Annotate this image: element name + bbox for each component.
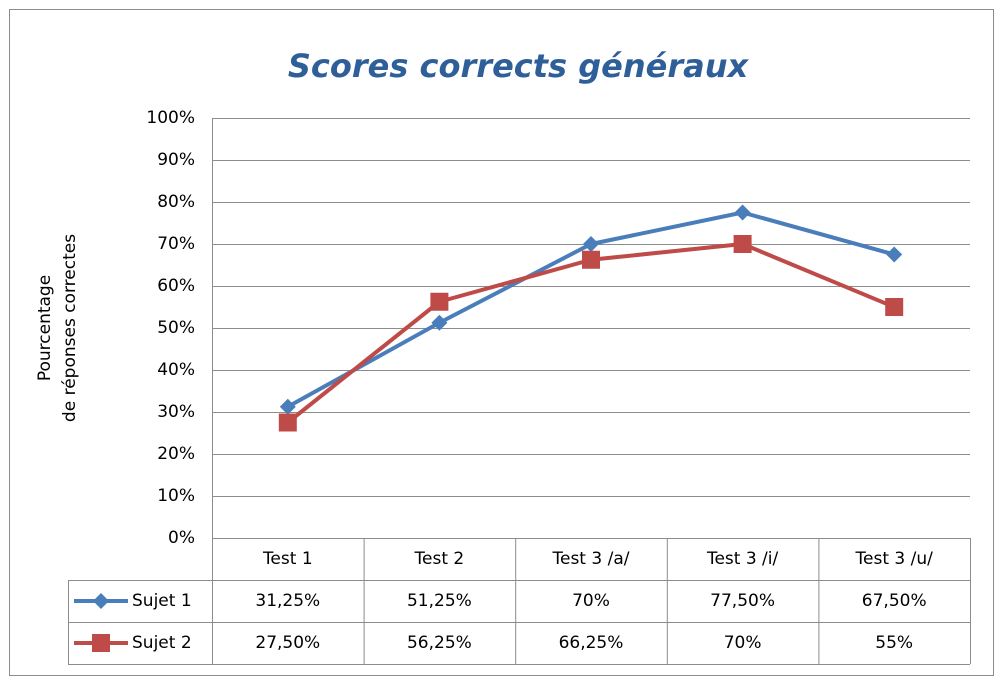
chart-title: Scores corrects généraux	[288, 47, 750, 85]
marker	[885, 298, 904, 316]
y-tick-label: 50%	[157, 318, 195, 338]
y-tick-label: 70%	[157, 234, 195, 254]
legend-label: Sujet 2	[132, 633, 192, 653]
marker	[582, 250, 600, 269]
y-tick-label: 90%	[157, 150, 195, 170]
y-tick-label: 40%	[157, 360, 195, 380]
table-cell: 66,25%	[559, 633, 624, 653]
table-cell: 27,50%	[255, 633, 320, 653]
table-cell: 70%	[724, 633, 762, 653]
y-axis-label: Pourcentage	[35, 275, 55, 381]
table-cell: 51,25%	[407, 591, 472, 611]
table-cell: 77,50%	[710, 591, 775, 611]
y-tick-label: 20%	[157, 444, 195, 464]
x-tick-label: Test 3 /i/	[706, 549, 779, 569]
marker	[583, 236, 599, 252]
x-tick-label: Test 1	[262, 549, 313, 569]
table-cell: 55%	[875, 633, 913, 653]
x-tick-label: Test 2	[414, 549, 465, 569]
y-tick-label: 100%	[146, 108, 195, 128]
legend-marker	[93, 593, 109, 609]
y-tick-label: 80%	[157, 192, 195, 212]
marker	[278, 413, 297, 432]
x-tick-label: Test 3 /u/	[855, 549, 934, 569]
y-tick-label: 0%	[168, 528, 195, 548]
legend-label: Sujet 1	[132, 591, 192, 611]
table-cell: 31,25%	[255, 591, 320, 611]
y-tick-label: 30%	[157, 402, 195, 422]
marker	[733, 235, 752, 253]
marker	[734, 204, 751, 221]
x-tick-label: Test 3 /a/	[552, 549, 630, 569]
chart-border	[9, 9, 994, 676]
marker	[430, 292, 449, 311]
table-cell: 70%	[572, 591, 610, 611]
y-tick-label: 60%	[157, 276, 195, 296]
table-cell: 67,50%	[862, 591, 927, 611]
table-cell: 56,25%	[407, 633, 472, 653]
marker	[886, 246, 903, 263]
marker	[279, 398, 296, 415]
y-axis-label: de réponses correctes	[60, 234, 80, 422]
legend-marker	[92, 634, 110, 652]
y-tick-label: 10%	[157, 486, 195, 506]
marker	[431, 314, 448, 331]
